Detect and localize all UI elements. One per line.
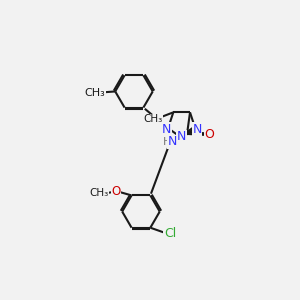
Text: N: N — [162, 123, 171, 136]
Text: CH₃: CH₃ — [144, 114, 163, 124]
Text: H: H — [163, 137, 172, 147]
Text: N: N — [192, 123, 202, 136]
Text: CH₃: CH₃ — [85, 88, 106, 98]
Text: CH₃: CH₃ — [89, 188, 108, 198]
Text: N: N — [168, 135, 177, 148]
Text: Cl: Cl — [164, 227, 176, 240]
Text: O: O — [204, 128, 214, 141]
Text: N: N — [177, 130, 186, 143]
Text: O: O — [111, 185, 121, 198]
